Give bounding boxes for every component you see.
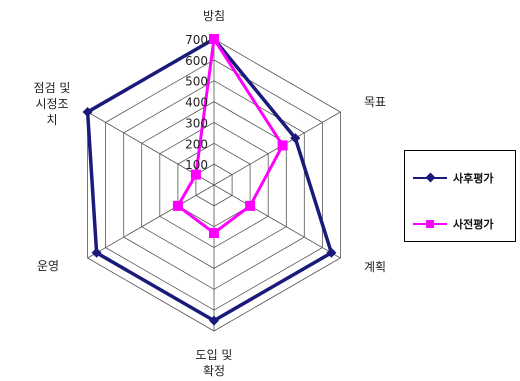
tick-label-300: 300 <box>185 116 208 130</box>
diamond-marker-icon <box>425 172 436 183</box>
point-0-3 <box>209 315 219 326</box>
series-line-1 <box>175 34 285 235</box>
point-0-1 <box>290 133 301 144</box>
tick-label-400: 400 <box>185 96 208 110</box>
series-0 <box>82 34 337 326</box>
tick-label-200: 200 <box>185 137 208 151</box>
legend-swatch-after <box>413 172 447 184</box>
radar-grid <box>87 38 341 332</box>
square-marker-icon <box>426 220 434 228</box>
tick-label-600: 600 <box>185 54 208 68</box>
axis-label-4: 운영 <box>37 259 59 273</box>
axis-label-1: 목표 <box>364 95 386 109</box>
spoke-2 <box>213 184 341 259</box>
axis-label-3: 도입 및 확정 <box>196 348 233 378</box>
point-1-5 <box>190 169 201 180</box>
point-1-4 <box>172 200 183 211</box>
axis-label-5: 점검 및 시정조 치 <box>34 81 71 127</box>
tick-labels: 100 200 300 400 500 600 700 <box>185 33 208 172</box>
series-layer <box>82 34 337 326</box>
legend-label-after: 사후평가 <box>453 172 494 185</box>
legend-swatch-before <box>413 218 447 230</box>
axis-label-2: 계획 <box>364 260 386 274</box>
point-1-0 <box>209 34 219 44</box>
spoke-1 <box>213 111 341 186</box>
point-1-3 <box>209 228 219 238</box>
point-1-2 <box>245 200 256 211</box>
legend-label-before: 사전평가 <box>453 218 494 231</box>
tick-label-700: 700 <box>185 33 208 47</box>
tick-label-500: 500 <box>185 75 208 89</box>
legend: 사후평가 사전평가 <box>404 150 516 242</box>
series-1 <box>172 34 288 238</box>
legend-item-after: 사후평가 <box>413 170 493 186</box>
tick-label-100: 100 <box>185 158 208 172</box>
point-1-1 <box>277 140 288 151</box>
point-0-4 <box>91 247 102 258</box>
spoke-4 <box>87 184 215 259</box>
legend-item-before: 사전평가 <box>413 216 493 232</box>
point-0-2 <box>326 247 337 258</box>
point-0-5 <box>82 107 93 117</box>
axis-label-0: 방침 <box>203 9 225 23</box>
